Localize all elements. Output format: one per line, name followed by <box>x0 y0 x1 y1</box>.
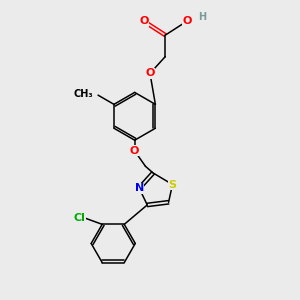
Text: H: H <box>198 12 206 22</box>
Text: S: S <box>169 179 176 190</box>
Text: O: O <box>139 16 148 26</box>
Text: CH₃: CH₃ <box>74 88 94 99</box>
Text: O: O <box>182 16 191 26</box>
Text: Cl: Cl <box>74 213 85 223</box>
Text: O: O <box>130 146 140 156</box>
Text: O: O <box>145 68 155 78</box>
Text: N: N <box>135 183 144 193</box>
